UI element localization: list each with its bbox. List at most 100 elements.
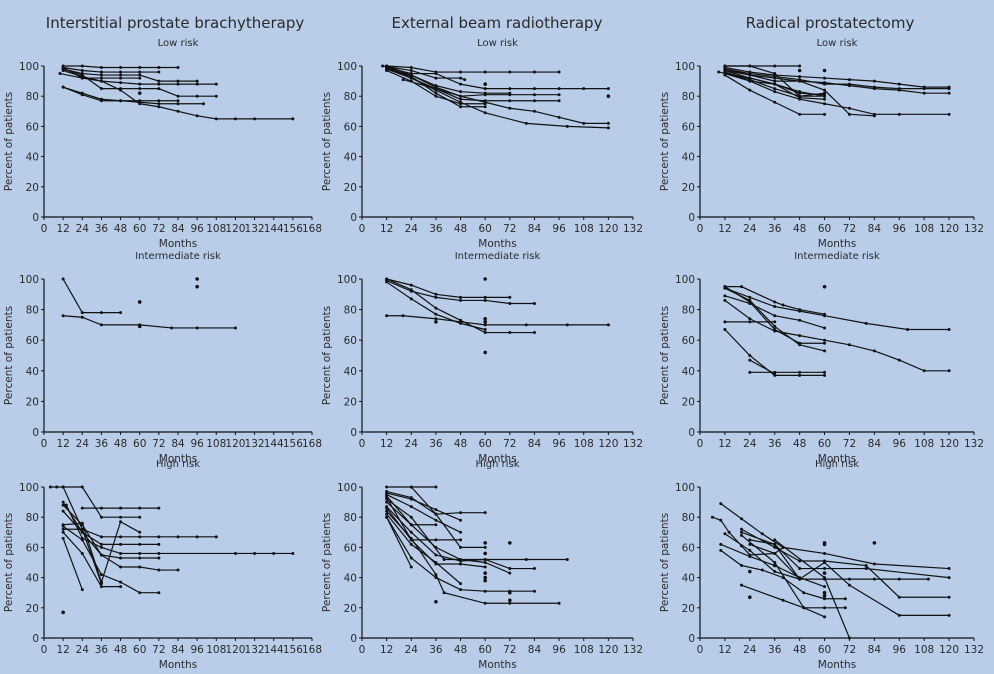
data-point: [157, 542, 161, 546]
data-point: [798, 75, 802, 79]
y-tick-label: 80: [344, 512, 357, 524]
data-point: [532, 87, 536, 91]
data-point: [138, 70, 142, 74]
data-point: [385, 512, 389, 516]
data-point: [119, 520, 123, 524]
series-line: [724, 69, 950, 94]
data-point: [773, 87, 777, 91]
y-tick-label: 20: [26, 396, 39, 408]
x-tick-label: 84: [528, 438, 542, 450]
data-point: [748, 88, 752, 92]
data-point: [272, 551, 276, 555]
data-point: [409, 79, 413, 83]
series-line: [62, 86, 204, 105]
data-point: [897, 358, 901, 362]
series-line: [386, 65, 560, 73]
data-point: [119, 556, 123, 560]
isolated-point: [195, 284, 199, 289]
data-point: [459, 82, 463, 86]
data-point: [773, 64, 777, 68]
data-point: [409, 530, 413, 534]
data-point: [947, 576, 951, 580]
data-point: [508, 106, 512, 110]
x-tick-label: 12: [718, 223, 731, 235]
x-tick-label: 24: [743, 223, 757, 235]
series-line: [749, 359, 776, 375]
y-tick-label: 0: [350, 212, 357, 224]
panel-subtitle: Low risk: [817, 38, 858, 49]
x-tick-label: 84: [171, 223, 185, 235]
data-point: [138, 66, 142, 70]
data-point: [138, 515, 142, 519]
x-tick-label: 96: [552, 223, 566, 235]
data-point: [80, 588, 84, 592]
data-point: [253, 117, 257, 121]
y-tick-label: 40: [26, 152, 39, 164]
data-point: [798, 112, 802, 116]
data-point: [798, 91, 802, 95]
x-tick-label: 24: [405, 438, 419, 450]
series-line: [62, 278, 121, 314]
data-point: [922, 91, 926, 95]
data-point: [80, 311, 84, 315]
data-point: [557, 99, 561, 103]
data-point: [409, 565, 413, 569]
y-tick-label: 100: [19, 482, 39, 494]
y-tick-label: 40: [26, 573, 39, 585]
data-point: [740, 533, 744, 537]
data-point: [459, 559, 463, 563]
data-point: [740, 285, 744, 289]
data-point: [823, 373, 827, 377]
x-tick-label: 72: [152, 438, 165, 450]
data-point: [385, 314, 389, 318]
data-point: [823, 338, 827, 342]
series-line: [62, 525, 159, 594]
x-tick-label: 36: [95, 438, 109, 450]
data-point: [442, 557, 446, 561]
data-point: [434, 76, 438, 80]
data-point: [55, 485, 59, 489]
x-tick-label: 144: [264, 223, 284, 235]
data-point: [138, 506, 142, 510]
x-tick-label: 120: [939, 438, 959, 450]
data-point: [532, 301, 536, 305]
data-point: [61, 277, 65, 281]
data-point: [459, 538, 463, 542]
data-point: [195, 79, 199, 83]
series-line: [386, 492, 461, 521]
data-point: [157, 82, 161, 86]
x-tick-label: 60: [478, 438, 491, 450]
data-point: [80, 73, 84, 77]
data-point: [157, 535, 161, 539]
y-tick-label: 0: [32, 427, 39, 439]
data-point: [176, 99, 180, 103]
data-point: [459, 588, 463, 592]
x-tick-label: 108: [574, 644, 594, 656]
isolated-point: [483, 541, 487, 545]
data-point: [401, 314, 405, 318]
data-point: [773, 561, 777, 564]
data-point: [99, 76, 103, 80]
data-point: [748, 295, 752, 299]
x-tick-label: 108: [574, 438, 594, 450]
data-point: [947, 327, 951, 331]
data-point: [773, 545, 777, 549]
x-tick-label: 120: [598, 644, 618, 656]
x-tick-label: 168: [302, 644, 322, 656]
data-point: [483, 511, 487, 515]
series-line: [386, 513, 461, 585]
x-axis-label: Months: [818, 659, 856, 671]
data-point: [99, 573, 103, 577]
y-tick-label: 100: [675, 61, 695, 73]
data-point: [385, 497, 389, 501]
x-tick-label: 132: [245, 223, 265, 235]
data-point: [897, 577, 901, 581]
x-tick-label: 36: [768, 438, 782, 450]
data-point: [64, 503, 68, 507]
data-point: [99, 542, 103, 546]
y-axis-label: Percent of patients: [3, 513, 15, 612]
x-axis-label: Months: [478, 453, 516, 465]
panel-subtitle: Intermediate risk: [135, 251, 221, 262]
data-point: [483, 561, 487, 564]
